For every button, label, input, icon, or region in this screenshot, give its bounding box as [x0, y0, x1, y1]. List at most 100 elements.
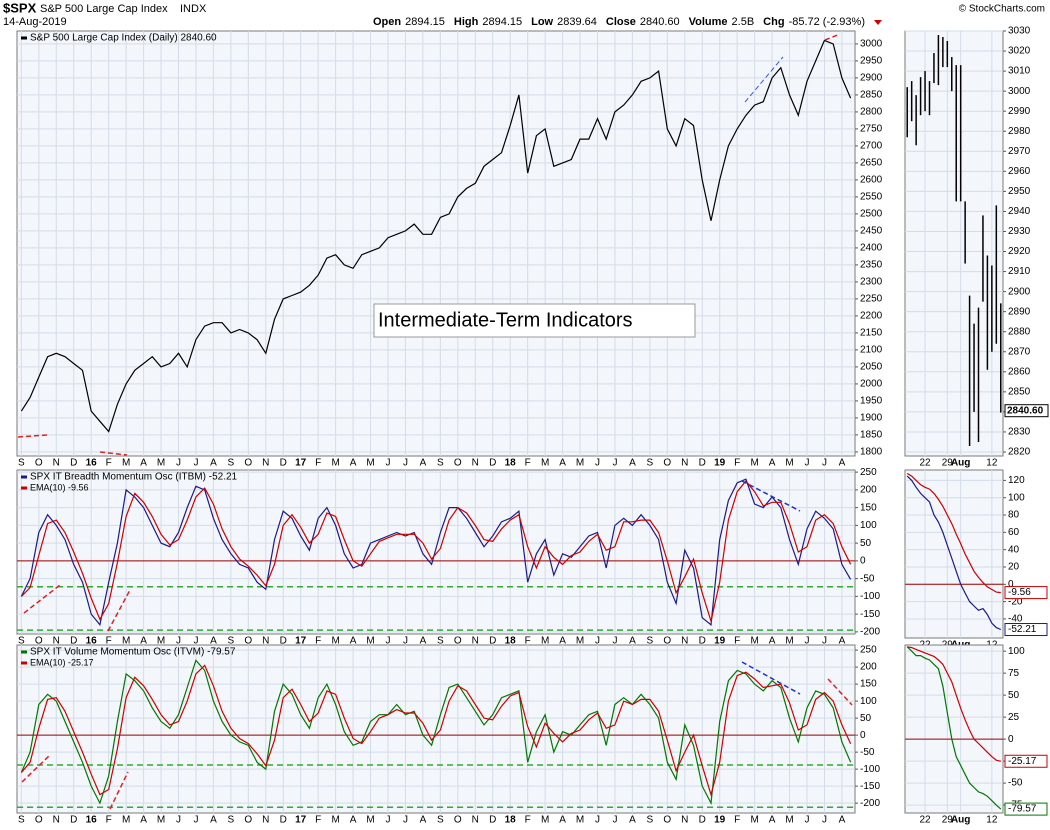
y-tick-label: 2880	[1008, 326, 1031, 337]
x-tick-label: D	[280, 458, 287, 469]
x-tick-label: D	[699, 636, 706, 647]
quote-value: 2.5B	[732, 16, 755, 28]
x-tick-label: J	[193, 458, 198, 469]
y-tick-label: 2920	[1008, 246, 1031, 257]
y-tick-label: 2650	[860, 158, 883, 169]
y-tick-label: 2050	[860, 362, 883, 373]
legend-label: EMA(10) -9.56	[30, 482, 89, 492]
x-tick-label: M	[157, 815, 165, 826]
y-tick-label: 50	[860, 713, 872, 724]
quote-label: High	[454, 16, 479, 28]
y-tick-label: -200	[860, 627, 880, 638]
x-tick-label: A	[769, 636, 776, 647]
y-tick-label: 2100	[860, 345, 883, 356]
x-tick-label: F	[734, 458, 740, 469]
legend-label: S&P 500 Large Cap Index (Daily) 2840.60	[30, 33, 217, 44]
series-line	[20, 480, 852, 624]
x-tick-label: A	[350, 815, 357, 826]
y-tick-label: 2400	[860, 243, 883, 254]
y-tick-label: 75	[1008, 668, 1020, 679]
x-tick-label: O	[35, 636, 43, 647]
y-tick-label: 2870	[1008, 346, 1031, 357]
x-tick-label: M	[366, 636, 374, 647]
last-value-flag	[1004, 586, 1048, 600]
x-tick-label: A	[769, 458, 776, 469]
y-tick-label: 2900	[860, 73, 883, 84]
x-tick-label: S	[18, 815, 25, 826]
x-tick-label: J	[385, 636, 390, 647]
series-line	[906, 646, 1002, 810]
y-tick-label: 2990	[1008, 106, 1031, 117]
x-tick-label: D	[489, 458, 496, 469]
x-tick-label: N	[53, 815, 60, 826]
quote-bar: Open 2894.15 High 2894.15 Low 2839.64 Close 284…	[373, 16, 882, 28]
x-tick-label: 12	[986, 815, 998, 826]
quote-value: 2839.64	[557, 16, 597, 28]
y-tick-label: 120	[1008, 475, 1025, 486]
trend-line	[109, 771, 129, 810]
y-tick-label: -150	[860, 609, 880, 620]
x-tick-label: 22	[919, 815, 931, 826]
panel: -75-50-2502550751002229Aug12-79.57-25.17	[904, 644, 1048, 826]
y-tick-label: 1850	[860, 430, 883, 441]
x-tick-label: 18	[505, 636, 517, 647]
quote-value: 2840.60	[640, 16, 680, 28]
x-tick-label: M	[750, 815, 758, 826]
x-tick-label: N	[53, 636, 60, 647]
last-value-flag	[1004, 802, 1048, 816]
x-tick-label: F	[106, 815, 112, 826]
x-tick-label: Aug	[951, 458, 970, 469]
trend-line	[741, 480, 801, 512]
trend-line	[99, 451, 128, 456]
x-tick-label: O	[454, 458, 462, 469]
x-tick-label: 19	[714, 458, 726, 469]
x-tick-label: M	[541, 458, 549, 469]
x-tick-label: 29	[942, 458, 954, 469]
x-tick-label: M	[576, 636, 584, 647]
x-tick-label: J	[403, 458, 408, 469]
down-arrow	[874, 20, 882, 25]
y-tick-label: -40	[1008, 614, 1023, 625]
x-tick-label: A	[420, 636, 427, 647]
x-tick-label: A	[839, 815, 846, 826]
x-tick-label: D	[699, 815, 706, 826]
x-tick-label: J	[612, 636, 617, 647]
x-tick-label: O	[454, 636, 462, 647]
y-tick-label: 2700	[860, 141, 883, 152]
y-tick-label: 250	[860, 467, 877, 478]
x-tick-label: J	[822, 458, 827, 469]
trend-line	[827, 678, 853, 706]
x-tick-label: M	[541, 815, 549, 826]
quote-value: 2894.15	[405, 16, 445, 28]
x-tick-label: F	[525, 636, 531, 647]
x-tick-label: J	[193, 636, 198, 647]
x-tick-label: A	[769, 815, 776, 826]
x-tick-label: J	[612, 458, 617, 469]
y-tick-label: 3000	[860, 39, 883, 50]
date: 14-Aug-2019	[3, 16, 67, 28]
symbol: $SPX	[3, 0, 37, 15]
y-tick-label: 2250	[860, 294, 883, 305]
x-tick-label: M	[785, 636, 793, 647]
x-tick-label: A	[210, 458, 217, 469]
x-tick-label: A	[140, 815, 147, 826]
trend-lines	[17, 33, 853, 810]
x-tick-label: J	[385, 815, 390, 826]
y-tick-label: -20	[1008, 596, 1023, 607]
y-tick-label: 2890	[1008, 306, 1031, 317]
index-name: S&P 500 Large Cap Index	[40, 3, 168, 15]
x-tick-label: A	[559, 458, 566, 469]
y-tick-label: 2000	[860, 379, 883, 390]
y-tick-label: 2960	[1008, 166, 1031, 177]
x-tick-label: A	[839, 636, 846, 647]
y-tick-label: 200	[860, 485, 877, 496]
x-tick-label: J	[176, 458, 181, 469]
last-value-flag	[1004, 404, 1049, 418]
x-tick-label: A	[210, 636, 217, 647]
y-tick-label: 2750	[860, 124, 883, 135]
x-tick-label: A	[420, 815, 427, 826]
last-value-label: -52.21	[1008, 624, 1037, 635]
x-tick-label: M	[366, 458, 374, 469]
